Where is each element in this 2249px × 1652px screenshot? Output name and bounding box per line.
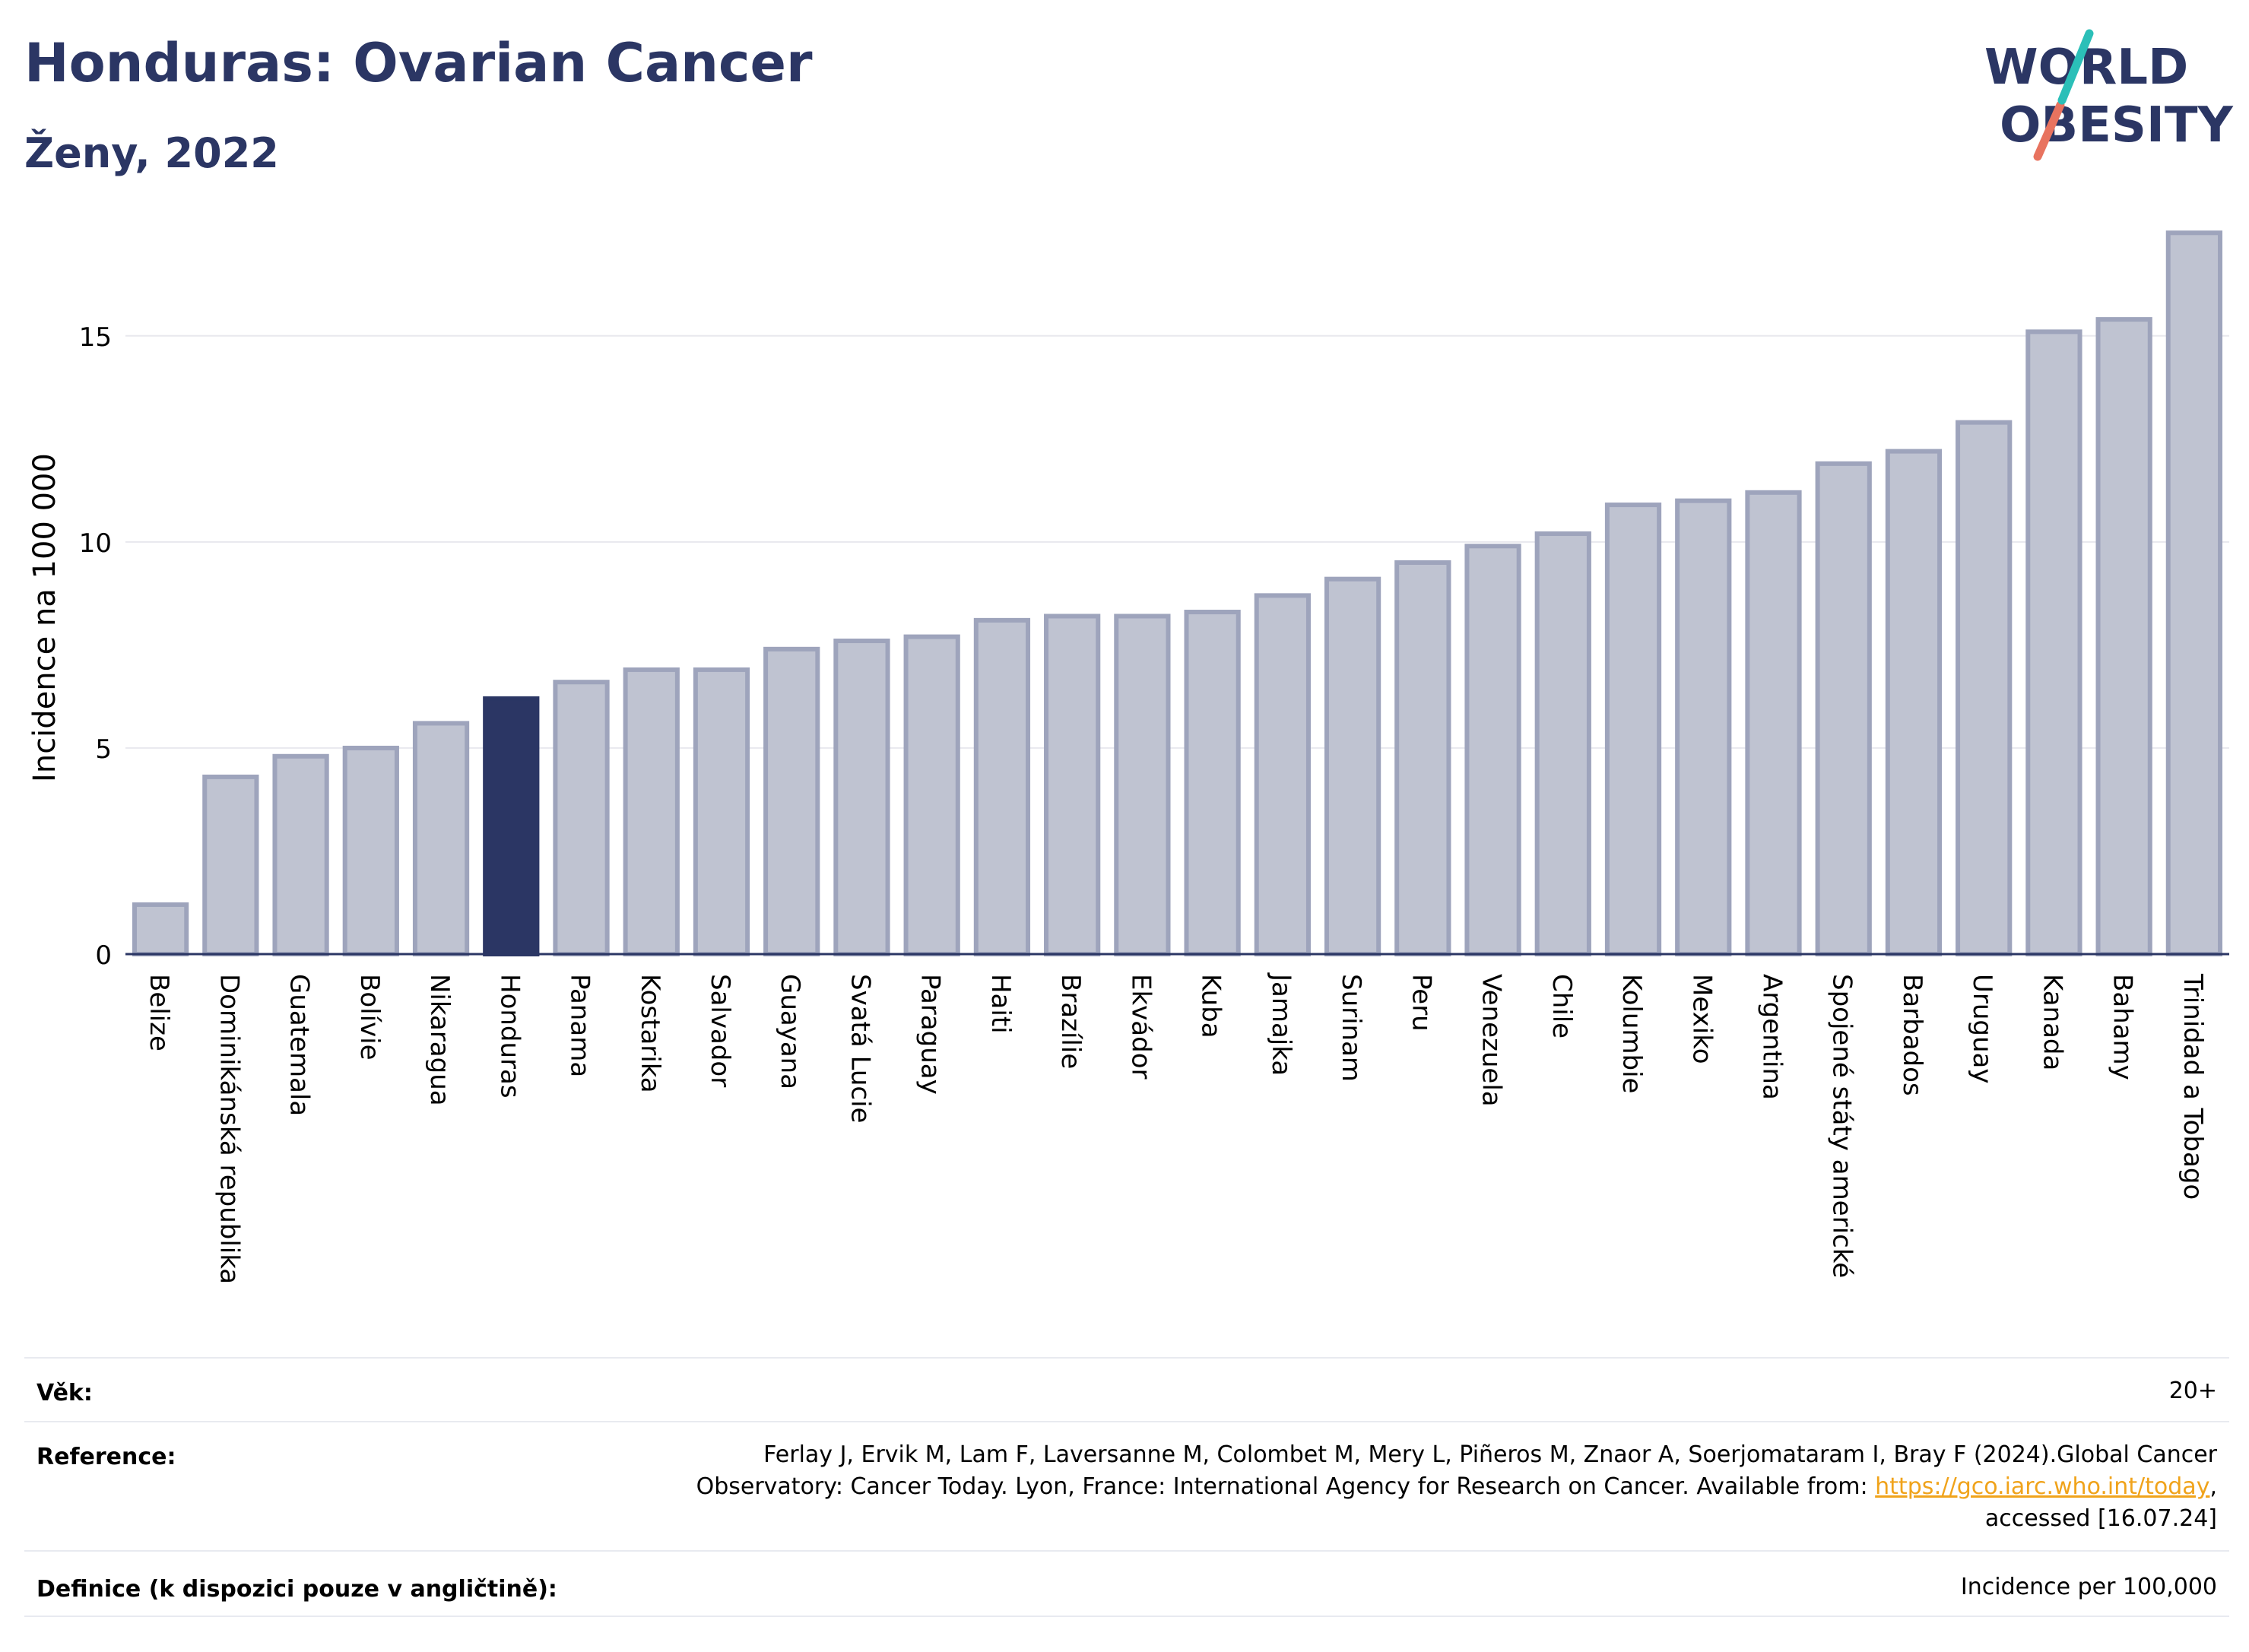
x-tick-label: Chile xyxy=(1546,974,1577,1038)
bar-brazílie xyxy=(1044,614,1101,957)
bar-jamajka xyxy=(1254,593,1311,957)
bar-haiti xyxy=(973,617,1031,956)
age-label: Věk: xyxy=(36,1380,93,1406)
bar-ekvádor xyxy=(1114,614,1171,957)
reference-label: Reference: xyxy=(36,1444,176,1470)
x-tick-label: Kostarika xyxy=(635,974,665,1093)
x-axis-ticks: Belize Dominikánská republika Guatemala Bol… xyxy=(144,972,2208,1284)
info-row-age: Věk: 20+ xyxy=(24,1357,2229,1422)
bar-barbados xyxy=(1885,449,1943,956)
bar-chart: 0 5 10 15 Belize Dominikánská republika Guate… xyxy=(27,230,2229,1284)
bar-guatemala xyxy=(272,753,329,956)
x-tick-label: Guatemala xyxy=(284,974,315,1116)
reference-line3: accessed [16.07.24] xyxy=(1984,1505,2217,1532)
bar-venezuela xyxy=(1464,544,1521,956)
age-value: 20+ xyxy=(2168,1378,2217,1404)
x-tick-label: Jamajka xyxy=(1266,972,1296,1076)
x-tick-label: Ekvádor xyxy=(1125,974,1156,1080)
bar-salvador xyxy=(693,667,750,956)
x-tick-label: Barbados xyxy=(1897,974,1927,1096)
x-tick-label: Honduras xyxy=(494,974,525,1099)
bar-bolívie xyxy=(342,745,399,956)
x-tick-label: Haiti xyxy=(985,974,1016,1034)
bar-panama xyxy=(553,680,610,957)
x-tick-label: Belize xyxy=(144,974,174,1051)
bar-chile xyxy=(1534,531,1591,956)
reference-line2-prefix: Observatory: Cancer Today. Lyon, France:… xyxy=(696,1473,1876,1500)
x-tick-label: Mexiko xyxy=(1686,974,1717,1064)
x-tick-label: Guayana xyxy=(775,974,805,1089)
y-tick-label: 5 xyxy=(95,734,112,765)
bar-kostarika xyxy=(623,667,680,956)
bar-kuba xyxy=(1184,610,1241,956)
bar-kanada xyxy=(2025,329,2082,956)
x-tick-label: Peru xyxy=(1406,974,1436,1032)
y-tick-label: 0 xyxy=(95,940,112,971)
y-axis-label: Incidence na 100 000 xyxy=(27,453,62,782)
bar-kolumbie xyxy=(1604,503,1662,956)
bar-paraguay xyxy=(903,634,960,956)
x-tick-label: Spojené státy americké xyxy=(1827,974,1857,1278)
logo-slash-coral xyxy=(2033,100,2065,161)
bar-uruguay xyxy=(1956,420,2013,956)
world-obesity-logo: WORLD OBESITY xyxy=(1984,29,2233,161)
reference-link[interactable]: https://gco.iarc.who.int/today xyxy=(1875,1473,2210,1500)
page-title: Honduras: Ovarian Cancer xyxy=(24,32,813,94)
gridlines xyxy=(125,335,2229,749)
bar-peru xyxy=(1394,560,1451,956)
bar-dominikánská-republika xyxy=(202,774,259,956)
reference-line2-suffix: , xyxy=(2209,1473,2217,1500)
reference-value: Ferlay J, Ervik M, Lam F, Laversanne M, … xyxy=(696,1439,2217,1535)
x-tick-label: Brazílie xyxy=(1055,974,1086,1069)
x-tick-label: Argentina xyxy=(1756,974,1787,1100)
x-tick-label: Svatá Lucie xyxy=(845,974,875,1123)
definition-value: Incidence per 100,000 xyxy=(1960,1574,2217,1600)
y-tick-label: 15 xyxy=(79,322,112,353)
x-tick-label: Venezuela xyxy=(1477,974,1507,1107)
x-tick-label: Dominikánská republika xyxy=(214,974,244,1284)
x-tick-label: Kanada xyxy=(2037,974,2067,1070)
x-tick-label: Paraguay xyxy=(915,974,946,1095)
bar-surinam xyxy=(1324,576,1381,956)
bar-argentina xyxy=(1745,490,1802,956)
bar-belize xyxy=(132,902,189,957)
info-row-definition: Definice (k dispozici pouze v angličtině… xyxy=(24,1550,2229,1617)
bar-nikaragua xyxy=(412,721,470,956)
page-subtitle: Ženy, 2022 xyxy=(24,129,279,177)
bar-svatá-lucie xyxy=(833,638,890,956)
definition-label: Definice (k dispozici pouze v angličtině… xyxy=(36,1576,557,1603)
logo-slash-teal xyxy=(2057,29,2094,105)
x-tick-label: Bahamy xyxy=(2108,974,2138,1080)
bar-mexiko xyxy=(1675,498,1732,956)
x-tick-label: Nikaragua xyxy=(424,974,455,1106)
x-tick-label: Bolívie xyxy=(354,974,385,1061)
y-tick-label: 10 xyxy=(79,528,112,559)
x-tick-label: Salvador xyxy=(705,974,735,1087)
bar-honduras xyxy=(483,696,540,956)
x-tick-label: Kolumbie xyxy=(1616,974,1647,1093)
x-tick-label: Kuba xyxy=(1196,974,1226,1038)
bar-guayana xyxy=(763,646,820,957)
bar-trinidad-a-tobago xyxy=(2165,230,2223,956)
bar-bahamy xyxy=(2095,317,2152,956)
info-row-reference: Reference: Ferlay J, Ervik M, Lam F, Lav… xyxy=(24,1421,2229,1552)
x-tick-label: Trinidad a Tobago xyxy=(2178,973,2208,1200)
y-axis-ticks: 0 5 10 15 xyxy=(79,322,112,971)
x-tick-label: Uruguay xyxy=(1967,974,1997,1084)
reference-line1: Ferlay J, Ervik M, Lam F, Laversanne M, … xyxy=(763,1441,2217,1468)
bars xyxy=(132,230,2223,957)
x-tick-label: Panama xyxy=(565,974,595,1077)
reference-line2: Observatory: Cancer Today. Lyon, France:… xyxy=(696,1471,2217,1503)
bar-spojené-státy-americké xyxy=(1815,461,1872,956)
x-tick-label: Surinam xyxy=(1336,974,1366,1082)
